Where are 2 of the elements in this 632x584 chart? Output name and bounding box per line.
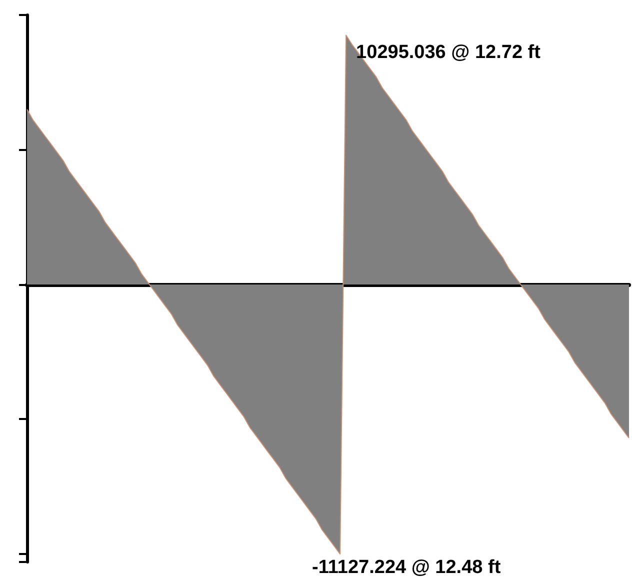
text: -11127.224 @ 12.48 ft bbox=[312, 556, 502, 578]
annotation: 10295.036 @ 12.72 ft bbox=[356, 42, 542, 64]
